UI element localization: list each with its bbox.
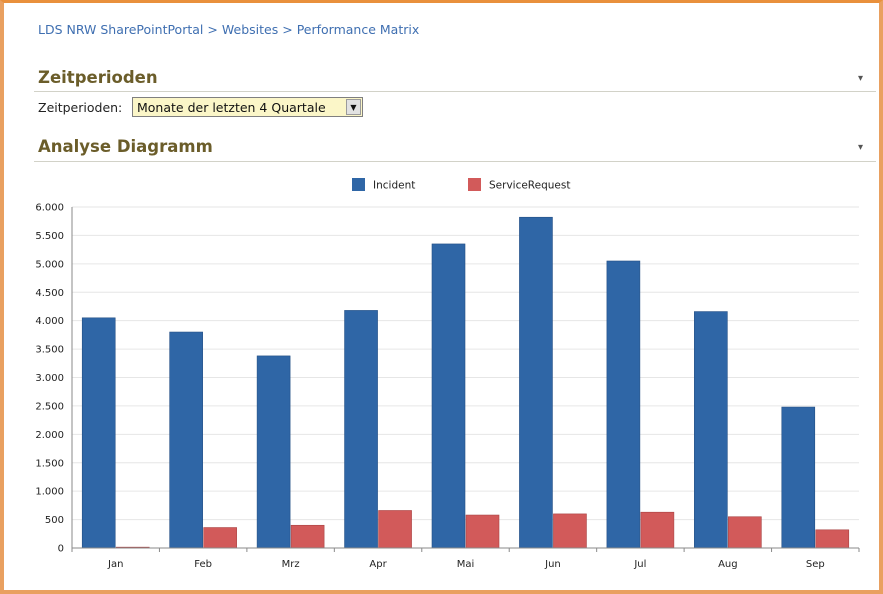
section-title-periods: Zeitperioden — [38, 68, 158, 87]
section-divider — [34, 161, 876, 162]
legend-label-incident: Incident — [373, 180, 415, 192]
bar-incident-jan — [81, 317, 116, 549]
y-tick-label: 3.500 — [35, 345, 64, 356]
section-divider — [34, 91, 876, 92]
bar-incident-feb — [169, 331, 203, 549]
x-tick-label: Apr — [369, 559, 387, 570]
bar-servicerequest-jul — [640, 511, 675, 549]
y-tick-label: 4.000 — [35, 316, 64, 327]
bar-incident-mai — [431, 243, 466, 549]
bar-incident-aug — [694, 311, 728, 549]
x-tick-label: Mrz — [282, 559, 300, 570]
dropdown-arrow-icon[interactable]: ▼ — [346, 99, 361, 115]
bar-servicerequest-mai — [465, 514, 500, 549]
bar-servicerequest-aug — [728, 516, 762, 549]
legend-swatch-servicerequest — [468, 178, 481, 191]
period-filter-label: Zeitperioden: — [38, 100, 123, 115]
y-tick-label: 3.000 — [35, 373, 64, 384]
breadcrumb-item-current: Performance Matrix — [296, 22, 420, 37]
chart-bars — [81, 216, 850, 549]
x-tick-label: Jul — [633, 559, 646, 570]
bar-incident-mrz — [256, 355, 291, 549]
x-tick-label: Jun — [544, 559, 561, 570]
x-tick-label: Aug — [718, 559, 738, 570]
bar-incident-sep — [781, 406, 816, 549]
legend-label-servicerequest: ServiceRequest — [489, 180, 570, 192]
breadcrumb: LDS NRW SharePointPortal > Websites > Perfor… — [38, 22, 419, 37]
x-tick-label: Mai — [457, 559, 475, 570]
period-select-value: Monate der letzten 4 Quartale — [137, 100, 326, 115]
bar-incident-apr — [344, 310, 378, 549]
y-tick-label: 1.000 — [35, 487, 64, 498]
chart-x-axis: Jan Feb Mrz Apr Mai Jun Jul Aug Sep — [71, 547, 860, 570]
y-tick-label: 6.000 — [35, 203, 64, 214]
bar-servicerequest-apr — [378, 510, 412, 549]
bar-servicerequest-jun — [553, 513, 587, 549]
y-tick-label: 5.000 — [35, 259, 64, 270]
breadcrumb-item-websites[interactable]: Websites — [221, 22, 279, 37]
bar-servicerequest-sep — [815, 529, 850, 549]
analysis-chart: Incident ServiceRequest 0 500 1.000 1.500 2.0… — [35, 178, 860, 570]
bar-incident-jun — [519, 216, 553, 549]
y-tick-label: 0 — [58, 544, 64, 555]
section-title-analysis: Analyse Diagramm — [38, 137, 213, 156]
collapse-analysis-icon[interactable]: ▾ — [858, 142, 864, 153]
breadcrumb-separator: > — [282, 22, 293, 37]
x-tick-label: Sep — [806, 559, 825, 570]
breadcrumb-separator: > — [207, 22, 218, 37]
chart-grid — [72, 206, 859, 549]
breadcrumb-item-portal[interactable]: LDS NRW SharePointPortal — [38, 22, 204, 37]
y-tick-label: 5.500 — [35, 231, 64, 242]
y-tick-label: 2.000 — [35, 430, 64, 441]
y-tick-label: 1.500 — [35, 458, 64, 469]
bar-servicerequest-feb — [203, 527, 237, 549]
bar-incident-jul — [606, 260, 641, 549]
bar-servicerequest-mrz — [290, 524, 325, 549]
legend-swatch-incident — [352, 178, 365, 191]
chart-legend: Incident ServiceRequest — [352, 178, 570, 192]
y-tick-label: 4.500 — [35, 288, 64, 299]
chart-y-axis: 0 500 1.000 1.500 2.000 2.500 3.000 3.500 4.000 4… — [35, 203, 73, 555]
x-tick-label: Jan — [107, 559, 123, 570]
period-select[interactable]: Monate der letzten 4 Quartale ▼ — [132, 97, 363, 117]
y-tick-label: 500 — [45, 515, 64, 526]
x-tick-label: Feb — [194, 559, 212, 570]
y-tick-label: 2.500 — [35, 401, 64, 412]
collapse-periods-icon[interactable]: ▾ — [858, 73, 864, 84]
